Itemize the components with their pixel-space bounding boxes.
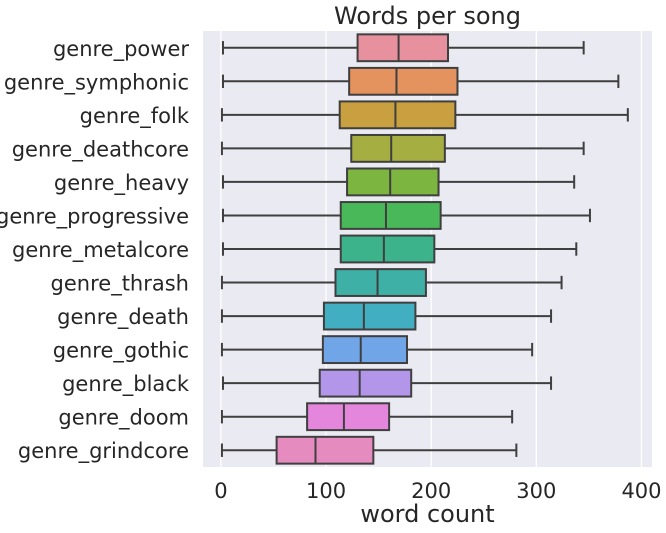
box-group (220, 301, 553, 331)
y-tick-label: genre_deathcore (12, 137, 189, 162)
y-tick-label: genre_grindcore (18, 439, 189, 464)
y-tick-label: genre_symphonic (4, 70, 189, 95)
box-iqr (334, 268, 427, 297)
box-group (220, 100, 629, 130)
box-iqr (338, 100, 457, 130)
y-tick-labels: genre_power genre_symphonic genre_folkgenr… (0, 37, 190, 464)
box-iqr (356, 33, 450, 63)
box-group (220, 268, 563, 297)
box-iqr (318, 368, 413, 398)
boxes-layer (220, 33, 629, 465)
box-group (221, 234, 578, 264)
box-iqr (322, 301, 417, 331)
box-group (220, 402, 514, 432)
box-iqr (348, 66, 459, 96)
box-iqr (275, 435, 375, 465)
x-tick-labels: 0 100 200 300 400 (214, 479, 661, 503)
chart-title: Words per song (334, 2, 521, 30)
y-tick-label: genre_thrash (51, 272, 189, 297)
x-tick-label: 200 (411, 479, 451, 503)
y-tick-label: genre_folk (80, 104, 190, 129)
y-tick-label: genre_black (62, 372, 190, 397)
x-tick-label: 100 (306, 479, 346, 503)
y-tick-label: genre_power (53, 37, 189, 62)
box-group (221, 33, 585, 63)
box-group (221, 167, 576, 197)
y-tick-label: genre_heavy (54, 171, 189, 196)
box-iqr (321, 335, 408, 365)
y-tick-label: genre_metalcore (12, 238, 189, 263)
box-group (221, 201, 591, 230)
box-iqr (346, 167, 440, 197)
box-iqr (339, 201, 442, 230)
y-tick-label: genre_gothic (53, 339, 189, 364)
box-iqr (339, 234, 436, 264)
x-tick-label: 0 (214, 479, 227, 503)
y-tick-label: genre_death (57, 305, 189, 330)
box-group (221, 368, 553, 398)
box-iqr (350, 133, 446, 163)
box-iqr (306, 402, 391, 432)
box-group (220, 335, 534, 365)
box-group (220, 435, 518, 465)
x-tick-label: 400 (621, 479, 661, 503)
y-tick-label: genre_progressive (0, 204, 189, 229)
x-tick-label: 300 (516, 479, 556, 503)
y-tick-label: genre_doom (58, 406, 189, 431)
box-group (220, 133, 585, 163)
x-axis-label: word count (360, 500, 494, 528)
box-group (221, 66, 620, 96)
